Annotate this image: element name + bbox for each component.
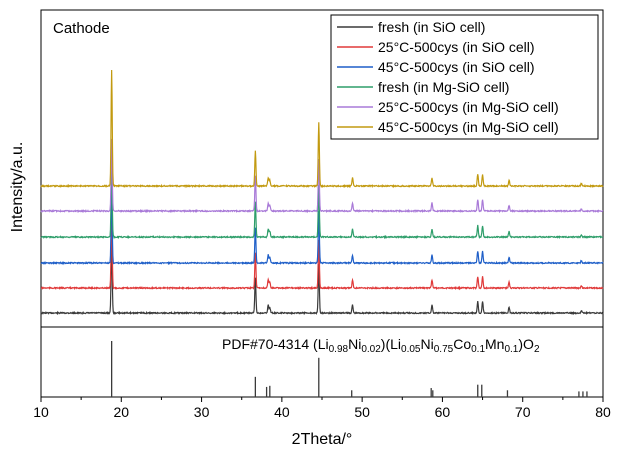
- legend-entry: 25°C-500cys (in SiO cell): [378, 39, 535, 55]
- x-tick-label: 60: [435, 404, 451, 420]
- x-tick-label: 40: [274, 404, 290, 420]
- panel-label: Cathode: [53, 20, 110, 37]
- series-line: [40, 138, 604, 214]
- legend-entry: fresh (in SiO cell): [378, 19, 485, 35]
- legend-box: [330, 14, 599, 140]
- legend-entry: 25°C-500cys (in Mg-SiO cell): [378, 99, 559, 115]
- y-axis-title: Intensity/a.u.: [9, 142, 26, 233]
- formula-text: )O: [518, 336, 534, 352]
- formula-text: Ni: [421, 336, 434, 352]
- formula-subscript: 0.75: [434, 344, 454, 355]
- formula-subscript: 0.02: [361, 344, 381, 355]
- series-line: [40, 243, 604, 316]
- x-axis: 10 20 30 40 50 60 70 80: [33, 397, 611, 420]
- formula-subscript: 0.98: [329, 344, 349, 355]
- reference-lines: [111, 341, 588, 397]
- formula-text: PDF#70-4314 (Li: [222, 336, 329, 352]
- formula-subscript: 0.1: [471, 344, 485, 355]
- x-tick-label: 10: [33, 404, 49, 420]
- formula-text: Co: [453, 336, 471, 352]
- series-line: [40, 164, 604, 240]
- series-line: [40, 215, 604, 291]
- legend-entry: 45°C-500cys (in Mg-SiO cell): [378, 119, 559, 135]
- formula-subscript: 0.1: [504, 344, 518, 355]
- legend-entry: 45°C-500cys (in SiO cell): [378, 59, 535, 75]
- x-tick-label: 20: [113, 404, 129, 420]
- formula-subscript: 0.05: [401, 344, 421, 355]
- x-axis-title: 2Theta/°: [292, 431, 353, 448]
- formula-text: Ni: [348, 336, 361, 352]
- formula-text: )(Li: [381, 336, 401, 352]
- reference-title: PDF#70-4314 (Li0.98Ni0.02)(Li0.05Ni0.75C…: [222, 336, 540, 355]
- series-line: [40, 190, 604, 266]
- formula-text: Mn: [485, 336, 504, 352]
- legend: fresh (in SiO cell) 25°C-500cys (in SiO c…: [337, 19, 559, 135]
- series-line: [40, 69, 604, 189]
- x-tick-label: 50: [354, 404, 370, 420]
- xrd-patterns: [40, 69, 604, 316]
- formula-subscript: 2: [534, 344, 540, 355]
- x-tick-label: 30: [194, 404, 210, 420]
- legend-entry: fresh (in Mg-SiO cell): [378, 79, 509, 95]
- x-tick-label: 80: [595, 404, 611, 420]
- x-tick-label: 70: [515, 404, 531, 420]
